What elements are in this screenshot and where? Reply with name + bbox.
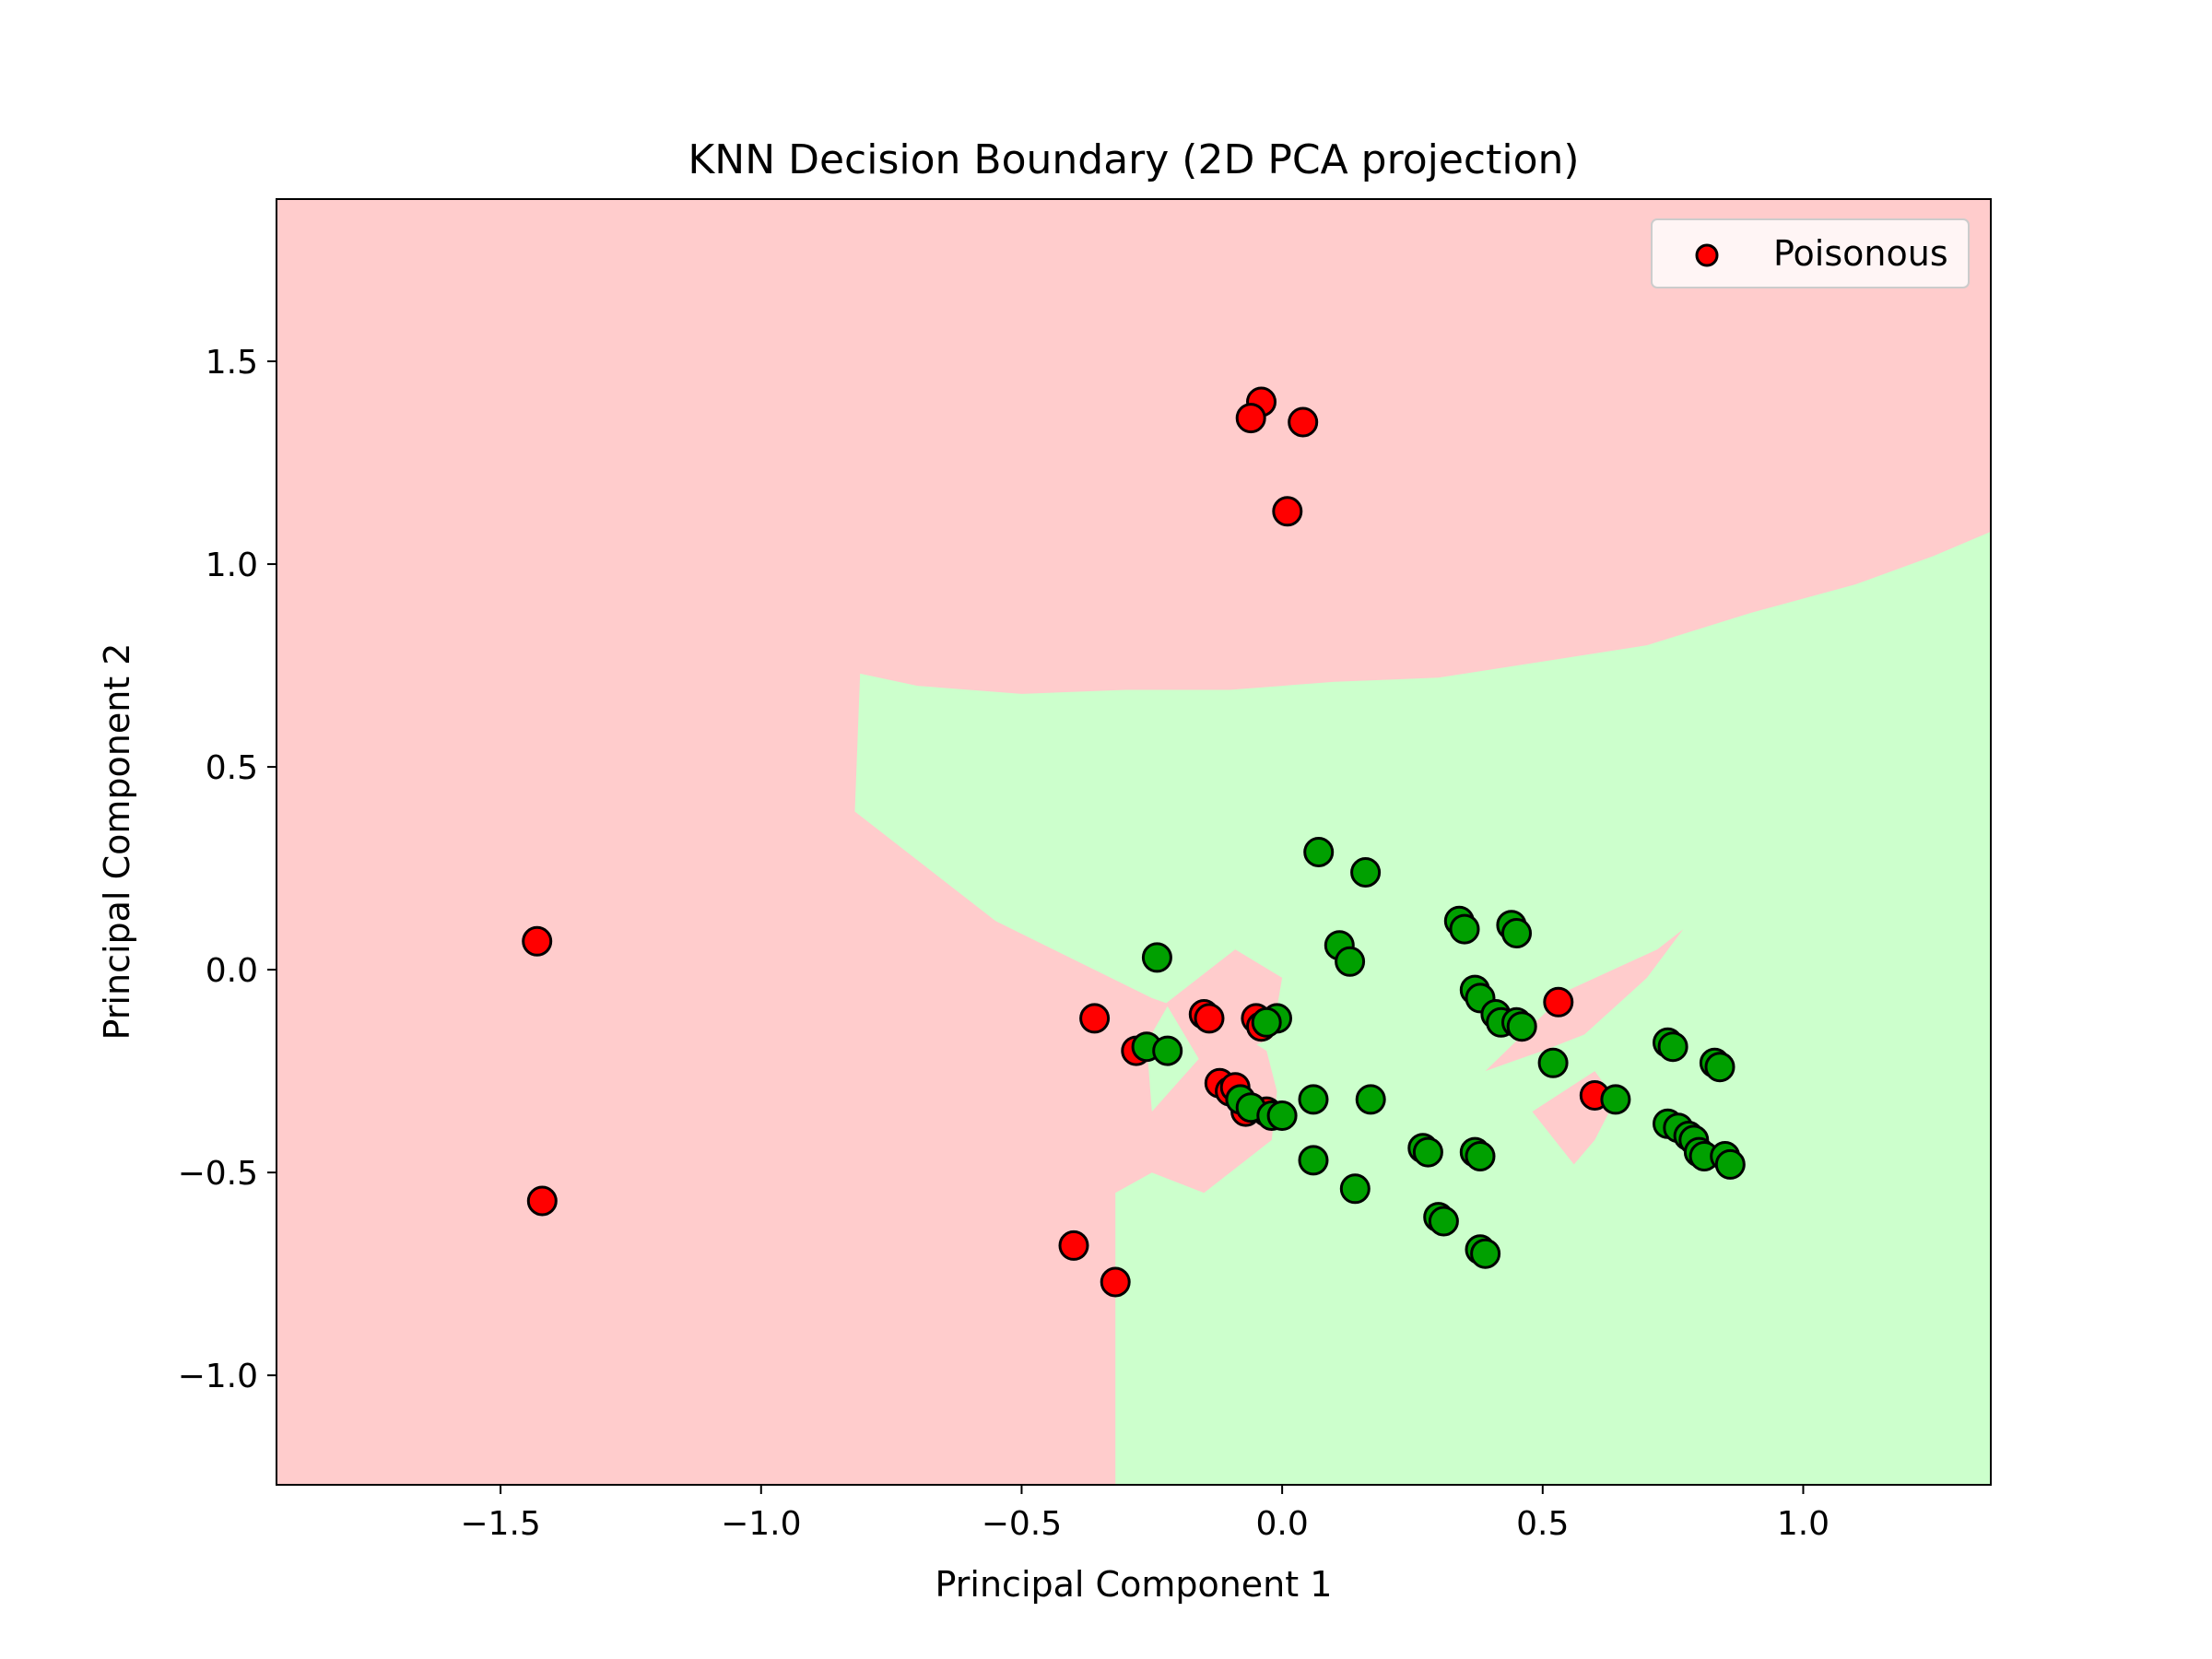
point-edible-8: [1501, 918, 1532, 948]
point-poisonous-1: [1235, 403, 1266, 434]
x-tick-label: 0.0: [1255, 1505, 1308, 1543]
point-poisonous-5: [526, 1185, 558, 1217]
y-tick-label: −1.0: [178, 1358, 258, 1395]
point-edible-36: [1600, 1084, 1631, 1115]
y-tick-label: 1.0: [206, 547, 258, 584]
y-tick-label: −0.5: [178, 1155, 258, 1193]
legend: Poisonous: [1651, 218, 1970, 288]
point-edible-2: [1141, 942, 1172, 973]
point-edible-38: [1657, 1031, 1688, 1063]
point-poisonous-3: [1272, 496, 1303, 527]
point-poisonous-17: [1543, 986, 1574, 1018]
point-edible-31: [1465, 1141, 1496, 1171]
point-poisonous-4: [522, 925, 553, 957]
point-edible-6: [1449, 913, 1480, 945]
point-edible-33: [1428, 1206, 1459, 1237]
point-poisonous-2: [1288, 406, 1319, 438]
point-edible-17: [1152, 1035, 1183, 1066]
point-edible-46: [1704, 1052, 1735, 1083]
x-tick-label: −1.5: [460, 1505, 540, 1543]
point-poisonous-6: [1079, 1003, 1111, 1034]
point-poisonous-20: [1100, 1266, 1131, 1298]
point-edible-19: [1251, 1006, 1282, 1038]
plot-frame: [276, 198, 1992, 1486]
point-edible-0: [1303, 837, 1335, 867]
region-poisonous-3: [1485, 929, 1684, 1072]
point-edible-4: [1335, 946, 1366, 977]
point-edible-26: [1298, 1145, 1329, 1176]
legend-marker-poisonous: [1695, 243, 1719, 267]
point-edible-15: [1537, 1047, 1569, 1078]
region-edible-0: [854, 531, 1991, 1485]
chart-title: KNN Decision Boundary (2D PCA projection…: [688, 136, 1579, 183]
y-tick-label: 1.5: [206, 344, 258, 382]
point-edible-24: [1298, 1084, 1329, 1115]
y-axis-label: Principal Component 2: [97, 643, 137, 1041]
legend-label-poisonous: Poisonous: [1773, 233, 1948, 274]
x-tick-label: 1.0: [1777, 1505, 1830, 1543]
y-axis-ticks: −1.0 −0.5 0.0 0.5 1.0 1.5: [178, 344, 276, 1395]
point-edible-35: [1470, 1238, 1501, 1269]
x-axis-ticks: −1.5 −1.0 −0.5 0.0 0.5 1.0: [460, 1485, 1830, 1543]
decision-regions: [276, 199, 1991, 1485]
legend-frame: [1651, 218, 1970, 288]
point-poisonous-9: [1194, 1003, 1225, 1034]
data-points: [522, 386, 1746, 1298]
point-edible-23: [1266, 1100, 1298, 1131]
x-tick-label: −0.5: [982, 1505, 1062, 1543]
y-tick-label: 0.0: [206, 952, 258, 990]
point-edible-14: [1506, 1011, 1537, 1042]
point-edible-25: [1355, 1084, 1386, 1115]
y-tick-label: 0.5: [206, 749, 258, 787]
point-edible-1: [1350, 857, 1382, 888]
x-axis-label: Principal Component 1: [935, 1564, 1333, 1605]
point-edible-48: [1714, 1148, 1746, 1180]
point-poisonous-19: [1058, 1230, 1089, 1261]
x-tick-label: −1.0: [721, 1505, 801, 1543]
x-tick-label: 0.5: [1516, 1505, 1569, 1543]
point-edible-27: [1339, 1173, 1371, 1205]
point-edible-29: [1412, 1136, 1443, 1168]
